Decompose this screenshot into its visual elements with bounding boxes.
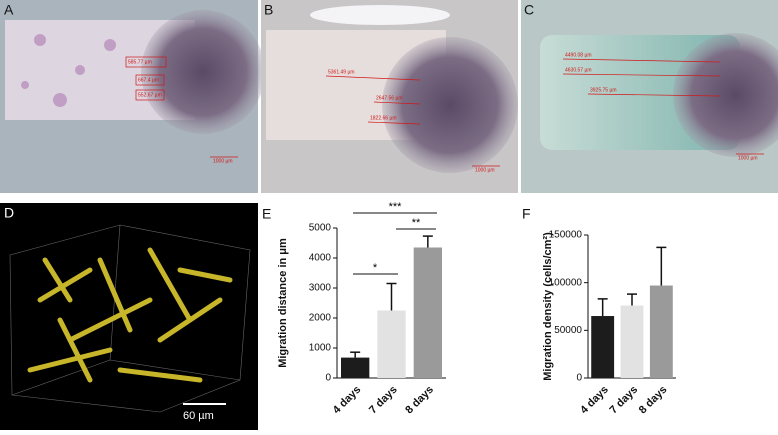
- panel-label: F: [522, 206, 531, 222]
- panel-label: B: [264, 2, 273, 18]
- y-axis-label: Migration density (cells/cm²): [542, 232, 554, 381]
- bar: [591, 316, 615, 378]
- y-tick-label: 0: [576, 373, 582, 384]
- scale-label: 1000 µm: [213, 158, 233, 164]
- y-tick-label: 50000: [554, 325, 582, 336]
- x-tick-label: 7 days: [367, 384, 400, 417]
- bar: [649, 285, 673, 378]
- scale-label: 60 µm: [183, 410, 214, 422]
- x-tick-label: 4 days: [578, 384, 611, 417]
- x-tick-label: 8 days: [403, 384, 436, 417]
- measure-label: 5361.49 µm: [328, 69, 355, 75]
- bar: [620, 305, 644, 378]
- measure-label: 585.77 µm: [128, 59, 152, 65]
- panel-a: 585.77 µm 667.4 µm 552.67 µm 1000 µm A: [0, 0, 265, 193]
- scale-label: 1000 µm: [475, 167, 495, 173]
- y-tick-label: 100000: [549, 277, 583, 288]
- y-tick-label: 1000: [309, 343, 332, 354]
- measure-label: 552.67 µm: [138, 92, 162, 98]
- y-axis-label: Migration distance in μm: [277, 238, 289, 368]
- y-tick-label: 2000: [309, 313, 332, 324]
- measure-label: 4490.08 µm: [565, 52, 592, 58]
- bar: [377, 310, 406, 378]
- panel-label: E: [262, 206, 271, 222]
- measure-label: 1822.66 µm: [370, 115, 397, 121]
- panel-label: A: [4, 2, 14, 18]
- panel-label: D: [4, 205, 14, 221]
- y-tick-label: 4000: [309, 253, 332, 264]
- panel-c: 4490.08 µm 4630.57 µm 3925.75 µm 1000 µm…: [521, 0, 778, 193]
- y-tick-label: 5000: [309, 223, 332, 234]
- measure-label: 667.4 µm: [138, 77, 159, 83]
- x-tick-label: 8 days: [637, 384, 670, 417]
- bar: [340, 357, 370, 378]
- panel-label: C: [524, 2, 534, 18]
- panel-d: 60 µm D: [0, 203, 258, 430]
- x-tick-label: 7 days: [607, 384, 640, 417]
- y-tick-label: 150000: [549, 230, 583, 241]
- measure-label: 4630.57 µm: [565, 67, 592, 73]
- y-tick-label: 0: [325, 373, 331, 384]
- significance: *: [373, 262, 378, 274]
- scale-label: 1000 µm: [738, 155, 758, 161]
- significance: **: [412, 217, 421, 229]
- panel-b: 5361.49 µm 2647.56 µm 1822.66 µm 1000 µm…: [261, 0, 518, 193]
- x-tick-label: 4 days: [331, 384, 364, 417]
- y-tick-label: 3000: [309, 283, 332, 294]
- measure-label: 3925.75 µm: [590, 87, 617, 93]
- measure-label: 2647.56 µm: [376, 95, 403, 101]
- bar: [413, 247, 443, 378]
- significance: ***: [389, 201, 403, 213]
